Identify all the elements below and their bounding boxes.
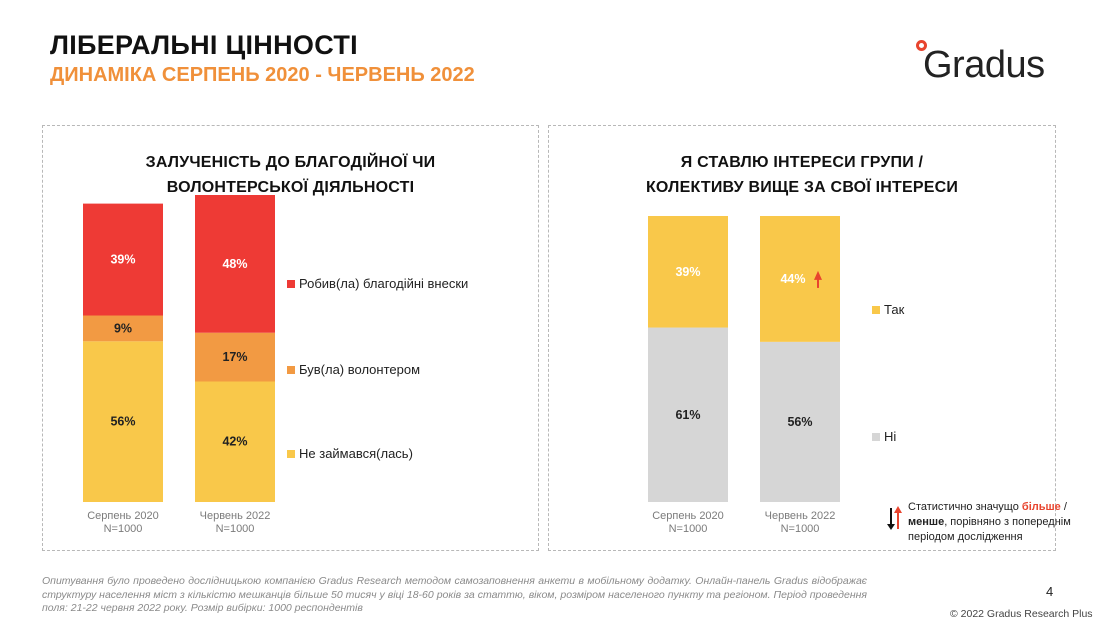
x-label-period: Червень 2022	[199, 510, 271, 522]
legend-swatch	[287, 449, 295, 458]
bar-data-label: 56%	[787, 415, 812, 429]
legend-label: Не займався(лась)	[299, 446, 413, 461]
x-label-aug-2020: Серпень 2020 N=1000	[68, 510, 178, 536]
legend-label: Ні	[884, 429, 897, 444]
bar-data-label: 17%	[222, 350, 247, 364]
legend-label: Так	[884, 302, 905, 317]
chart-title-line: ВОЛОНТЕРСЬКОЇ ДІЯЛЬНОСТІ	[166, 179, 415, 196]
bar-segment	[83, 203, 163, 316]
legend-swatch	[872, 432, 880, 441]
bar-segment	[648, 216, 728, 328]
significance-note: Статистично значущо більше / менше, порі…	[886, 500, 1076, 545]
sig-note-slash: /	[1060, 501, 1067, 513]
chart-title-group-interests: Я СТАВЛЮ ІНТЕРЕСИ ГРУПИ / КОЛЕКТИВУ ВИЩЕ…	[549, 150, 1055, 200]
bar-data-label: 44%	[780, 272, 805, 286]
legend-label: Був(ла) волонтером	[299, 362, 421, 377]
x-label-period: Серпень 2020	[87, 510, 159, 522]
legend-item-none: Не займався(лась)	[287, 446, 413, 461]
sig-note-suffix: , порівняно з попереднім періодом дослід…	[908, 516, 1071, 543]
x-label-n: N=1000	[780, 523, 820, 535]
bar-data-label: 42%	[222, 435, 247, 449]
chart-title-line: Я СТАВЛЮ ІНТЕРЕСИ ГРУПИ /	[680, 154, 924, 171]
bar-segment	[83, 315, 163, 342]
bar-data-label: 56%	[110, 415, 135, 429]
chart-title-line: ЗАЛУЧЕНІСТЬ ДО БЛАГОДІЙНОЇ ЧИ	[145, 154, 436, 171]
sig-note-more: більше	[1021, 501, 1061, 513]
logo-text: Gradus	[923, 44, 1045, 86]
significance-arrows-icon	[887, 506, 902, 530]
bar-segment	[648, 327, 728, 502]
x-label-n: N=1000	[215, 523, 255, 535]
legend-swatch	[872, 305, 880, 314]
legend-swatch	[287, 279, 295, 288]
legend-swatch	[287, 365, 295, 374]
bar-data-label: 39%	[110, 253, 135, 267]
chart-charity: 56% 9% 39% 42% 17% 48%	[83, 195, 275, 502]
bar-segment	[195, 381, 275, 502]
copyright: © 2022 Gradus Research Plus	[950, 608, 1093, 620]
legend-item-donations: Робив(ла) благодійні внески	[287, 276, 468, 291]
chart-panel-group-interests: Я СТАВЛЮ ІНТЕРЕСИ ГРУПИ / КОЛЕКТИВУ ВИЩЕ…	[548, 125, 1056, 551]
chart-panel-charity: ЗАЛУЧЕНІСТЬ ДО БЛАГОДІЙНОЇ ЧИ ВОЛОНТЕРСЬ…	[42, 125, 539, 551]
bar-data-label: 48%	[222, 257, 247, 271]
x-label-n: N=1000	[668, 523, 708, 535]
gradus-logo: Gradus	[916, 40, 1076, 90]
methodology-footnote: Опитування було проведено дослідницькою …	[42, 575, 867, 614]
page-number: 4	[1046, 584, 1054, 599]
legend-item-volunteer: Був(ла) волонтером	[287, 362, 420, 377]
sig-note-prefix: Статистично значущо	[908, 501, 1022, 513]
page-subtitle: ДИНАМІКА СЕРПЕНЬ 2020 - ЧЕРВЕНЬ 2022	[50, 64, 475, 86]
bar-data-label: 9%	[114, 321, 132, 335]
chart-title-charity: ЗАЛУЧЕНІСТЬ ДО БЛАГОДІЙНОЇ ЧИ ВОЛОНТЕРСЬ…	[43, 150, 538, 200]
bar-data-label: 61%	[675, 408, 700, 422]
x-label-period: Серпень 2020	[652, 510, 724, 522]
legend-item-yes: Так	[872, 302, 904, 317]
bar-segment	[760, 216, 840, 342]
legend-item-no: Ні	[872, 429, 896, 444]
bar-segment	[195, 195, 275, 333]
page-title: ЛІБЕРАЛЬНІ ЦІННОСТІ	[50, 30, 358, 60]
chart-title-line: КОЛЕКТИВУ ВИЩЕ ЗА СВОЇ ІНТЕРЕСИ	[645, 179, 959, 196]
legend-label: Робив(ла) благодійні внески	[299, 276, 469, 291]
sig-note-less: менше	[908, 516, 945, 528]
x-label-period: Червень 2022	[764, 510, 836, 522]
significance-up-arrow-icon	[814, 270, 822, 280]
x-label-n: N=1000	[103, 523, 143, 535]
bar-segment	[760, 341, 840, 502]
x-label-jun-2022: Червень 2022 N=1000	[745, 510, 855, 536]
bar-segment	[195, 332, 275, 382]
logo-dot-icon	[916, 40, 927, 51]
bar-segment	[83, 341, 163, 502]
x-label-jun-2022: Червень 2022 N=1000	[180, 510, 290, 536]
x-label-aug-2020: Серпень 2020 N=1000	[633, 510, 743, 536]
chart-group-interests: 61% 39% 56% 44%	[648, 216, 840, 502]
bar-data-label: 39%	[675, 265, 700, 279]
